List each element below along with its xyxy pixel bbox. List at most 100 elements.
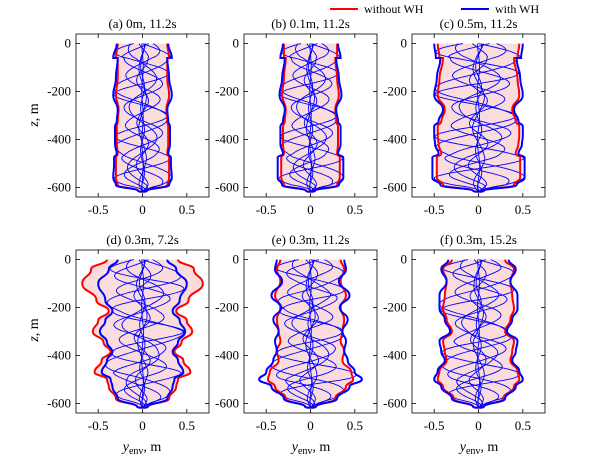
snapshot-curve (475, 43, 483, 193)
x-tick-label: 0.5 (515, 202, 531, 217)
panel-plot-area (433, 259, 524, 410)
snapshot-curve (307, 259, 314, 409)
y-tick-label: 0 (233, 252, 240, 267)
snapshot-curve (467, 43, 489, 193)
panel-3: -0.5 0 0.5 0 -200 -400 -600 (c) 0.5m, 11.2s (383, 16, 546, 217)
envelope-without-wh-right (309, 43, 341, 194)
snapshot-curve (284, 259, 332, 409)
panel-title: (f) 0.3m, 15.2s (440, 232, 517, 247)
snapshot-curve (289, 43, 330, 193)
snapshot-curve (109, 259, 185, 409)
panel-5: -0.5 0 0.5 0 -200 -400 -600 (e) 0.3m, 11.2s (215, 232, 378, 433)
snapshot-curve (133, 259, 152, 409)
y-tick-label: -400 (383, 347, 407, 362)
envelope-without-wh-left (280, 43, 312, 194)
y-tick-label: -600 (47, 395, 71, 410)
snapshot-curve (453, 43, 503, 193)
y-tick-label: -200 (383, 84, 407, 99)
x-tick-label: -0.5 (88, 418, 109, 433)
snapshot-curve (456, 259, 500, 409)
envelope-without-wh-left (435, 43, 480, 194)
panel-6: -0.5 0 0.5 0 -200 -400 -600 (f) 0.3m, 15.2s (383, 232, 546, 433)
x-tick-label: -0.5 (256, 418, 277, 433)
panel-title: (c) 0.5m, 11.2s (440, 16, 518, 31)
y-tick-label: -400 (215, 131, 239, 146)
panel-2: -0.5 0 0.5 0 -200 -400 -600 (b) 0.1m, 11.2s (215, 16, 378, 217)
snapshot-curve (472, 259, 485, 409)
panel-title: (a) 0m, 11.2s (108, 16, 176, 31)
y-tick-label: 0 (65, 36, 72, 51)
legend-label-with-wh: with WH (495, 2, 539, 16)
snapshot-curve (468, 259, 487, 409)
y-tick-label: -600 (47, 179, 71, 194)
envelope-with-wh-left (258, 259, 312, 410)
panels-group: -0.5 0 0.5 0 -200 -400 -600 (a) 0m, 11.2s -0.5 0 0… (47, 16, 546, 433)
x-tick-label: 0.5 (515, 418, 531, 433)
snapshot-curve (287, 259, 337, 409)
x-axis-label-col1: yenv, m (121, 440, 162, 457)
panel-plot-area (258, 259, 363, 410)
y-tick-label: 0 (233, 36, 240, 51)
y-tick-label: -400 (215, 347, 239, 362)
panel-title: (e) 0.3m, 11.2s (272, 232, 350, 247)
y-tick-label: -200 (47, 300, 71, 315)
snapshot-curve (305, 259, 318, 409)
envelope-with-wh-right (141, 43, 173, 194)
x-tick-label: 0.5 (347, 418, 363, 433)
x-tick-label: 0 (307, 202, 314, 217)
envelope-with-wh-right (477, 259, 524, 410)
envelope-with-wh-right (477, 43, 526, 194)
panel-plot-area (276, 43, 345, 194)
x-axis-label-col3: yenv, m (458, 440, 499, 457)
y-axis-label-row1: z, m (27, 103, 42, 127)
panel-title: (d) 0.3m, 7.2s (106, 232, 179, 247)
snapshot-curve (305, 43, 316, 193)
y-tick-label: -600 (383, 395, 407, 410)
x-tick-label: -0.5 (424, 418, 445, 433)
x-tick-label: 0.5 (179, 202, 195, 217)
snapshot-curve (292, 43, 327, 193)
y-axis-label-row2: z, m (27, 318, 42, 342)
y-tick-label: -400 (47, 131, 71, 146)
snapshot-curve (475, 259, 482, 409)
y-tick-label: -600 (215, 395, 239, 410)
snapshot-curve (453, 259, 503, 409)
envelope-with-wh-left (276, 43, 312, 194)
y-tick-label: -200 (215, 300, 239, 315)
x-tick-label: 0.5 (347, 202, 363, 217)
x-tick-label: 0 (475, 418, 482, 433)
snapshot-curve (275, 259, 358, 409)
x-tick-label: -0.5 (88, 202, 109, 217)
snapshot-curve (123, 43, 161, 193)
panel-plot-area (81, 259, 204, 410)
x-tick-label: 0.5 (179, 418, 195, 433)
envelope-without-wh-right (477, 43, 522, 194)
envelope-without-wh-right (141, 259, 204, 410)
envelope-fill (82, 259, 203, 409)
envelope-with-wh-left (112, 43, 144, 194)
y-tick-label: -600 (215, 179, 239, 194)
snapshot-curve (138, 43, 147, 193)
envelope-with-wh-left (431, 43, 480, 194)
legend-label-without-wh: without WH (364, 2, 424, 16)
envelope-without-wh-left (114, 43, 144, 194)
snapshot-curve (302, 43, 318, 193)
snapshot-curve (115, 259, 167, 409)
snapshot-curve (299, 259, 320, 409)
y-tick-label: -200 (47, 84, 71, 99)
y-tick-label: -200 (383, 300, 407, 315)
x-tick-label: 0 (475, 202, 482, 217)
panel-plot-area (431, 43, 526, 194)
envelope-with-wh-right (141, 259, 188, 410)
legend: without WH with WH (330, 2, 539, 16)
envelope-without-wh-right (141, 43, 171, 194)
x-tick-label: 0 (139, 202, 146, 217)
panel-title: (b) 0.1m, 11.2s (271, 16, 350, 31)
snapshot-curve (113, 43, 171, 193)
snapshot-curve (121, 259, 165, 409)
x-tick-label: -0.5 (424, 202, 445, 217)
x-tick-label: 0 (139, 418, 146, 433)
y-tick-label: 0 (401, 252, 408, 267)
panel-1: -0.5 0 0.5 0 -200 -400 -600 (a) 0m, 11.2s (47, 16, 210, 217)
